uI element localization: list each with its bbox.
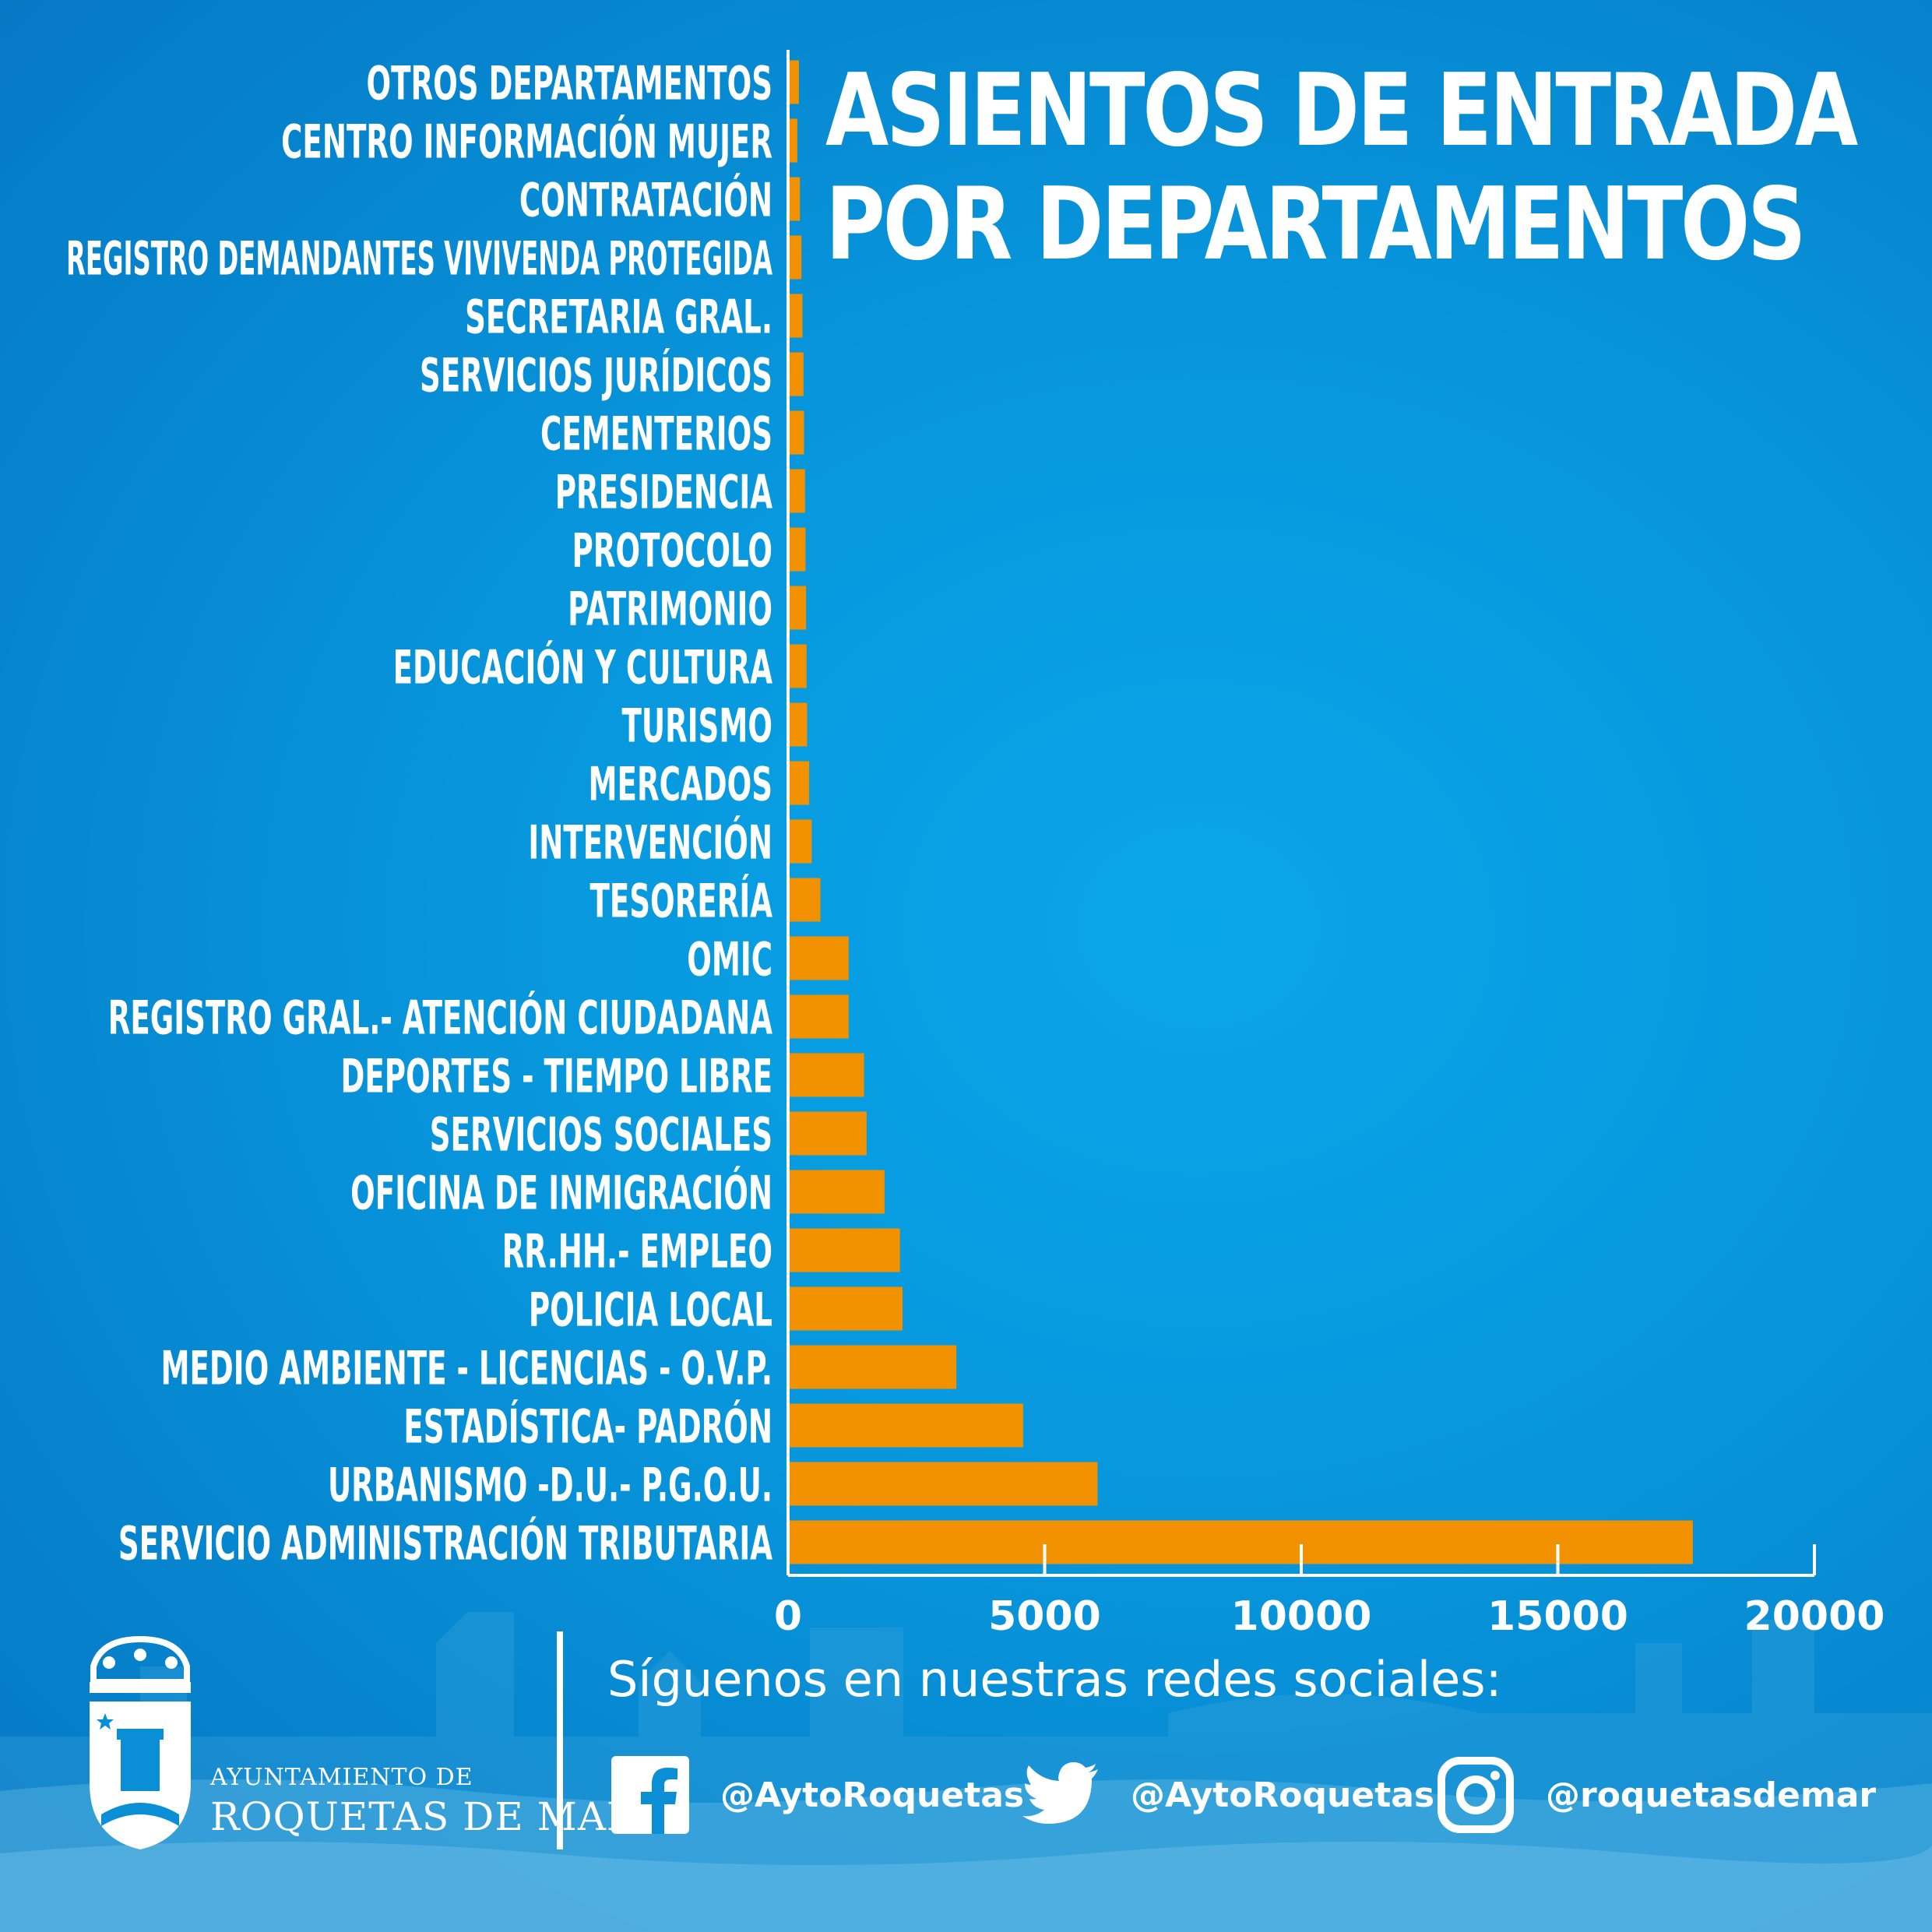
social-facebook[interactable]: @AytoRoquetas xyxy=(611,1756,1024,1834)
bar-5 xyxy=(790,352,804,396)
bar-14 xyxy=(790,878,821,922)
category-label-11: TURISMO xyxy=(621,699,772,754)
facebook-icon xyxy=(611,1756,689,1834)
bar-19 xyxy=(790,1170,885,1214)
bar-7 xyxy=(790,469,805,513)
category-label-14: TESORERÍA xyxy=(589,873,772,929)
category-label-7: PRESIDENCIA xyxy=(555,466,773,520)
chart-title-line2: POR DEPARTAMENTOS xyxy=(825,167,1807,283)
category-label-22: MEDIO AMBIENTE - LICENCIAS - O.V.P. xyxy=(161,1342,772,1396)
instagram-icon xyxy=(1437,1756,1515,1834)
category-label-1: CENTRO INFORMACIÓN MUJER xyxy=(281,114,772,170)
category-label-15: OMIC xyxy=(687,933,772,987)
bar-16 xyxy=(790,994,849,1039)
category-label-19: OFICINA DE INMIGRACIÓN xyxy=(350,1166,772,1221)
bar-20 xyxy=(790,1228,900,1272)
x-tick-label-1: 5000 xyxy=(988,1593,1101,1635)
category-label-12: MERCADOS xyxy=(589,758,772,812)
x-tick-label-2: 10000 xyxy=(1231,1593,1372,1635)
x-tick-label-4: 20000 xyxy=(1744,1593,1885,1635)
category-label-17: DEPORTES - TIEMPO LIBRE xyxy=(340,1050,772,1104)
category-label-2: CONTRATACIÓN xyxy=(519,173,772,228)
bar-23 xyxy=(790,1403,1023,1448)
social-instagram[interactable]: @roquetasdemar xyxy=(1437,1756,1876,1834)
bar-6 xyxy=(790,410,804,455)
follow-us-text: Síguenos en nuestras redes sociales: xyxy=(607,1651,1502,1708)
bar-3 xyxy=(790,235,802,280)
category-label-6: CEMENTERIOS xyxy=(540,407,772,462)
bar-0 xyxy=(790,60,799,104)
category-label-5: SERVICIOS JURÍDICOS xyxy=(420,347,772,403)
city-crest-logo xyxy=(90,1635,191,1849)
category-label-21: POLICIA LOCAL xyxy=(529,1283,772,1338)
x-tick-label-3: 15000 xyxy=(1487,1593,1628,1635)
chart-title: ASIENTOS DE ENTRADA POR DEPARTAMENTOS xyxy=(825,53,1858,283)
bar-4 xyxy=(790,294,803,338)
category-label-24: URBANISMO -D.U.- P.G.O.U. xyxy=(328,1459,772,1513)
category-label-13: INTERVENCIÓN xyxy=(528,815,772,871)
x-tick-label-0: 0 xyxy=(774,1593,802,1635)
footer-divider xyxy=(557,1631,563,1849)
twitter-handle: @AytoRoquetas xyxy=(1131,1775,1435,1815)
category-label-20: RR.HH.- EMPLEO xyxy=(502,1225,772,1279)
bar-8 xyxy=(790,527,806,572)
bar-24 xyxy=(790,1462,1098,1506)
category-label-9: PATRIMONIO xyxy=(568,582,772,637)
category-label-18: SERVICIOS SOCIALES xyxy=(430,1108,772,1163)
bar-1 xyxy=(790,118,797,163)
social-twitter[interactable]: @AytoRoquetas xyxy=(1022,1756,1434,1834)
category-label-23: ESTADÍSTICA- PADRÓN xyxy=(403,1399,772,1455)
bar-25 xyxy=(790,1520,1693,1564)
bar-15 xyxy=(790,936,849,980)
bar-12 xyxy=(790,761,810,805)
brand-line2: ROQUETAS DE MAR xyxy=(210,1794,637,1839)
city-brand: AYUNTAMIENTO DE ROQUETAS DE MAR xyxy=(210,1764,637,1839)
bar-series xyxy=(790,60,1693,1564)
category-label-16: REGISTRO GRAL.- ATENCIÓN CIUDADANA xyxy=(108,991,773,1046)
category-label-8: PROTOCOLO xyxy=(572,524,772,579)
chart-title-line1: ASIENTOS DE ENTRADA xyxy=(825,53,1858,169)
facebook-handle: @AytoRoquetas xyxy=(720,1775,1025,1815)
category-label-10: EDUCACIÓN Y CULTURA xyxy=(393,640,773,695)
bar-21 xyxy=(790,1286,903,1331)
bar-11 xyxy=(790,702,808,747)
bar-13 xyxy=(790,819,812,864)
bar-18 xyxy=(790,1111,867,1156)
twitter-icon xyxy=(1022,1756,1100,1834)
category-label-3: REGISTRO DEMANDANTES VIVIVENDA PROTEGIDA xyxy=(66,232,772,287)
bar-22 xyxy=(790,1345,957,1389)
bar-9 xyxy=(790,586,807,630)
bar-10 xyxy=(790,644,807,688)
category-label-0: OTROS DEPARTAMENTOS xyxy=(366,57,772,111)
instagram-handle: @roquetasdemar xyxy=(1546,1775,1877,1815)
category-label-4: SECRETARIA GRAL. xyxy=(465,290,772,345)
brand-line1: AYUNTAMIENTO DE xyxy=(210,1764,473,1791)
chart-axes: 0 5000 10000 15000 20000 xyxy=(774,50,1885,1635)
category-label-25: SERVICIO ADMINISTRACIÓN TRIBUTARIA xyxy=(118,1516,772,1571)
city-skyline-decoration xyxy=(0,1612,1932,1932)
bar-2 xyxy=(790,177,801,221)
bar-17 xyxy=(790,1053,864,1097)
